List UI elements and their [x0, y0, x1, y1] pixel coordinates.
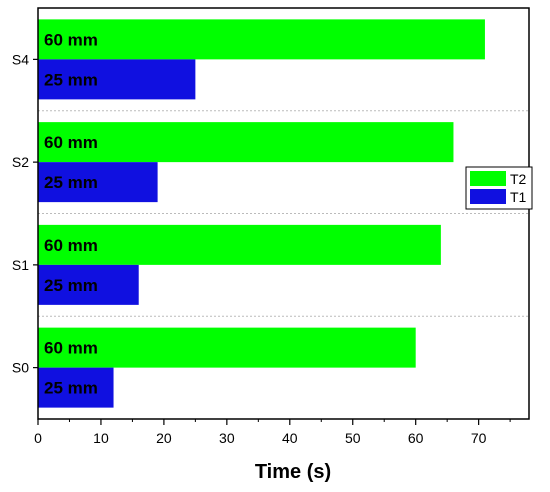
- bar-t2-s1: [38, 224, 441, 265]
- y-tick-label: S2: [12, 154, 29, 170]
- bar-label: 60 mm: [44, 339, 98, 358]
- legend-label-t1: T1: [510, 189, 527, 205]
- bar-labels: 60 mm 25 mm 60 mm 25 mm 60 mm 25 mm 60 mm 25 mm: [44, 30, 98, 397]
- legend-swatch-t2: [470, 171, 506, 186]
- y-axis-ticks: S0 S1 S2 S4: [12, 51, 38, 376]
- bar-t1-s4: [38, 59, 196, 100]
- bar-t1-s0: [38, 367, 114, 408]
- bar-t2-s4: [38, 19, 485, 60]
- x-tick-label: 40: [282, 430, 298, 446]
- bar-label: 60 mm: [44, 30, 98, 49]
- bar-label: 25 mm: [44, 379, 98, 398]
- bar-t1-s1: [38, 264, 139, 305]
- bar-label: 60 mm: [44, 133, 98, 152]
- legend-label-t2: T2: [510, 171, 527, 187]
- x-tick-label: 30: [219, 430, 235, 446]
- bar-label: 25 mm: [44, 173, 98, 192]
- legend-swatch-t1: [470, 189, 506, 204]
- bars: [38, 19, 485, 408]
- x-axis-title: Time (s): [255, 461, 331, 483]
- x-tick-label: 10: [93, 430, 109, 446]
- x-tick-label: 60: [408, 430, 424, 446]
- group-separators: [38, 110, 529, 317]
- x-tick-label: 70: [471, 430, 487, 446]
- x-tick-label: 20: [156, 430, 172, 446]
- x-tick-label: 0: [34, 430, 42, 446]
- bar-t2-s2: [38, 122, 454, 163]
- x-axis-ticks: 0 10 20 30 40 50 60 70: [34, 419, 511, 446]
- bar-label: 60 mm: [44, 236, 98, 255]
- bar-t2-s0: [38, 327, 416, 368]
- plot-frame: [37, 7, 530, 420]
- y-tick-label: S0: [12, 360, 29, 376]
- bar-label: 25 mm: [44, 70, 98, 89]
- x-tick-label: 50: [345, 430, 361, 446]
- bar-label: 25 mm: [44, 276, 98, 295]
- y-tick-label: S4: [12, 51, 29, 67]
- y-tick-label: S1: [12, 257, 29, 273]
- bar-t1-s2: [38, 162, 158, 203]
